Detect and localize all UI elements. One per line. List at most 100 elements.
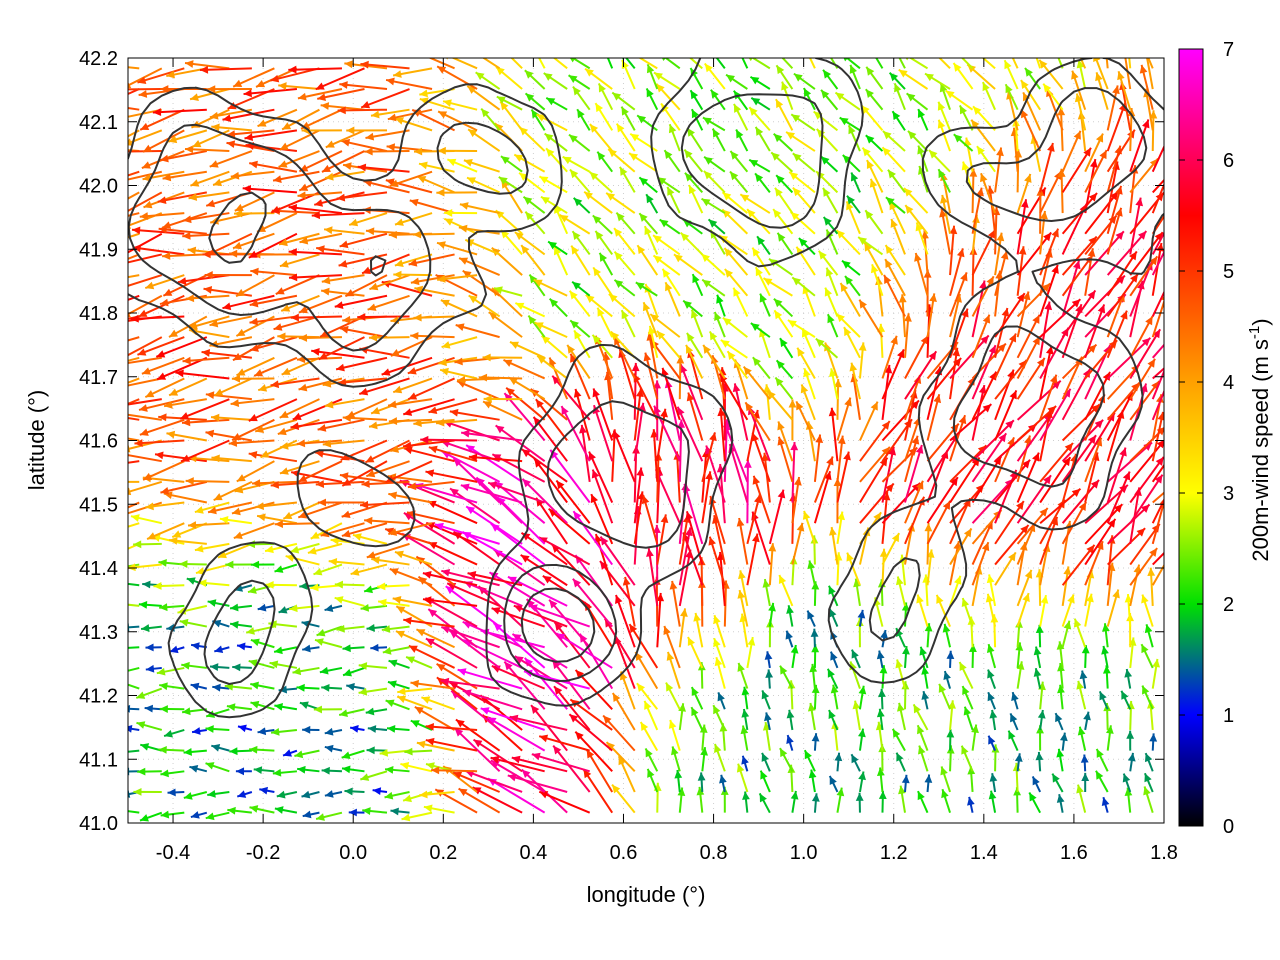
wind-vector-head xyxy=(862,147,871,157)
wind-vector-head xyxy=(455,719,465,728)
wind-vector-head xyxy=(796,401,804,411)
wind-vector xyxy=(531,753,590,773)
wind-vector xyxy=(288,274,343,279)
wind-vector-head xyxy=(776,65,785,75)
wind-vector xyxy=(613,635,636,689)
wind-vector xyxy=(1079,58,1087,69)
wind-vector xyxy=(535,497,569,545)
wind-vector-head xyxy=(467,47,476,55)
wind-vector-head xyxy=(528,604,538,612)
wind-vector-head xyxy=(1101,797,1110,807)
wind-vector-head xyxy=(343,668,352,677)
wind-vector-head xyxy=(1140,504,1150,513)
wind-vector-head xyxy=(849,362,858,372)
wind-vector-head xyxy=(249,745,258,754)
wind-vector-head xyxy=(420,435,429,444)
wind-vector-head xyxy=(612,692,621,702)
wind-vector xyxy=(128,274,163,287)
wind-vector-head xyxy=(467,571,477,579)
wind-vector-head xyxy=(157,196,167,205)
wind-vector xyxy=(462,531,523,566)
wind-vector-head xyxy=(603,715,612,725)
wind-vector-head xyxy=(422,596,432,605)
wind-vector xyxy=(971,344,997,400)
wind-vector xyxy=(128,460,140,464)
wind-vector-head xyxy=(164,729,173,738)
wind-vector-head xyxy=(890,218,898,228)
wind-vector xyxy=(1129,523,1161,566)
wind-vector-head xyxy=(169,645,179,654)
wind-vector xyxy=(538,735,590,752)
wind-vector xyxy=(1151,298,1164,338)
wind-vector-head xyxy=(461,429,470,438)
wind-vector-head xyxy=(713,615,721,625)
wind-vector-head xyxy=(299,183,309,191)
wind-vector-head xyxy=(205,725,214,733)
wind-vector xyxy=(424,597,478,628)
wind-vector-head xyxy=(685,527,693,537)
wind-vector xyxy=(490,756,545,773)
colorbar-tick-label: 0 xyxy=(1223,816,1234,838)
wind-vector-head xyxy=(292,412,302,421)
wind-vector xyxy=(574,388,591,441)
wind-vector xyxy=(633,362,637,420)
wind-vector-head xyxy=(1055,713,1063,723)
wind-vector-head xyxy=(778,575,787,585)
wind-vector xyxy=(402,439,455,448)
colorbar-label-end: ) xyxy=(1248,318,1273,325)
wind-vector xyxy=(1084,518,1117,566)
wind-vector-head xyxy=(256,79,266,88)
wind-vector-head xyxy=(660,514,669,524)
wind-vector-head xyxy=(158,413,167,422)
wind-vector xyxy=(555,479,591,524)
wind-vector xyxy=(128,542,140,550)
wind-vector xyxy=(1106,310,1128,359)
wind-vector-head xyxy=(790,790,799,800)
wind-vector-head xyxy=(360,60,369,69)
wind-vector-head xyxy=(644,226,652,236)
wind-vector xyxy=(633,467,643,524)
wind-vector-head xyxy=(1057,107,1066,116)
contour-line xyxy=(128,58,1164,719)
wind-vector-head xyxy=(761,690,769,700)
wind-vector-head xyxy=(252,479,261,488)
wind-vector xyxy=(656,514,667,565)
wind-vector-head xyxy=(377,582,386,591)
wind-vector-head xyxy=(585,68,594,77)
wind-vector-head xyxy=(882,147,891,156)
wind-vector-head xyxy=(434,522,444,531)
wind-vector xyxy=(676,406,704,462)
wind-vector-head xyxy=(1095,770,1104,780)
wind-vector xyxy=(402,398,455,416)
wind-vector-head xyxy=(115,284,124,291)
wind-vector xyxy=(813,456,834,503)
wind-vector-head xyxy=(403,794,412,803)
y-axis-ticks: 41.041.141.241.341.441.541.641.741.841.9… xyxy=(79,48,1164,835)
wind-vector-head xyxy=(385,765,394,774)
wind-vector-head xyxy=(584,191,594,200)
wind-vector-head xyxy=(775,99,784,109)
wind-vector-head xyxy=(858,728,866,738)
wind-vector-head xyxy=(575,669,584,679)
wind-vector-head xyxy=(1039,59,1048,69)
wind-vector-head xyxy=(573,197,583,207)
wind-vector-head xyxy=(110,402,119,410)
wind-vector-head xyxy=(236,288,246,297)
wind-vector-head xyxy=(1147,358,1156,368)
wind-vector xyxy=(1129,119,1150,173)
wind-vector-head xyxy=(570,320,579,329)
wind-vector-head xyxy=(714,657,723,667)
wind-vector-head xyxy=(1083,147,1091,157)
wind-vector xyxy=(455,718,501,752)
wind-vector xyxy=(653,405,681,462)
wind-vector-head xyxy=(843,451,851,461)
wind-vector-head xyxy=(188,193,198,201)
wind-vector-head xyxy=(1156,440,1164,449)
wind-vector-head xyxy=(250,267,259,276)
wind-vector-head xyxy=(1076,784,1084,794)
wind-vector xyxy=(428,58,455,70)
wind-vector-head xyxy=(496,96,506,104)
wind-vector-head xyxy=(365,132,375,141)
wind-vector xyxy=(1107,441,1153,483)
wind-vector-head xyxy=(390,445,400,453)
